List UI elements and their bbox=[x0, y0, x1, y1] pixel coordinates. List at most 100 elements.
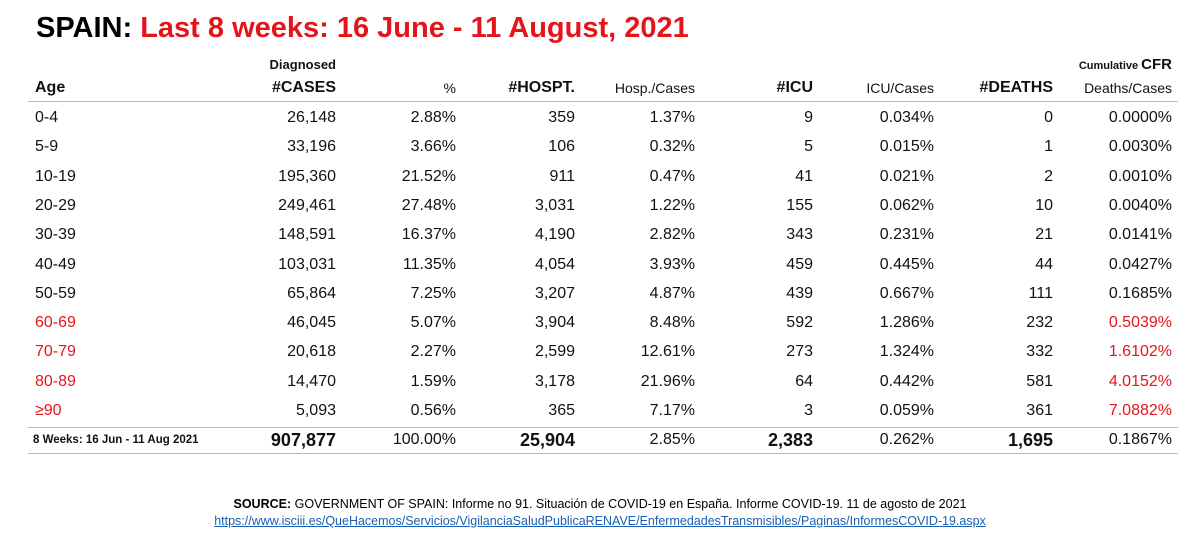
table-cell: 21 bbox=[1035, 226, 1053, 244]
table-cell: 1.59% bbox=[410, 372, 456, 390]
table-cell: 3,178 bbox=[534, 372, 575, 390]
table-cell: 26,148 bbox=[287, 109, 336, 126]
table-cell: 459 bbox=[786, 255, 813, 273]
total-rule bbox=[28, 453, 1178, 454]
total-cell: 100.00% bbox=[392, 431, 456, 448]
total-cell: 0.262% bbox=[879, 431, 934, 448]
table-cell: 33,196 bbox=[287, 138, 336, 156]
table-cell: 3 bbox=[804, 402, 813, 419]
table-cell: 111 bbox=[1028, 284, 1053, 302]
super-header-text: CFR bbox=[1141, 56, 1172, 73]
total-cell: 1,695 bbox=[1007, 430, 1053, 450]
table-cell: 3,031 bbox=[534, 196, 575, 214]
table-cell: 195,360 bbox=[278, 167, 336, 185]
table-cell: 27.48% bbox=[401, 196, 456, 214]
table-cell: 1.37% bbox=[649, 109, 695, 126]
table-cell: 1.324% bbox=[879, 343, 934, 361]
table-cell: 592 bbox=[786, 314, 813, 332]
table-cell: 106 bbox=[548, 138, 575, 156]
table-cell: 249,461 bbox=[278, 196, 336, 214]
column-header: ICU/Cases bbox=[866, 80, 934, 96]
table-cell: 3,904 bbox=[534, 314, 575, 332]
table-cell: 581 bbox=[1026, 372, 1053, 390]
table-cell: 0.021% bbox=[879, 167, 934, 185]
table-cell: 46,045 bbox=[287, 314, 336, 332]
table-cell: 12.61% bbox=[640, 343, 695, 361]
table-cell: 7.17% bbox=[649, 402, 695, 419]
table-cell: 20-29 bbox=[35, 196, 76, 214]
table-cell: 0.059% bbox=[879, 402, 934, 419]
total-cell: 0.1867% bbox=[1108, 431, 1172, 448]
table-cell: 155 bbox=[786, 196, 813, 214]
header-rule bbox=[28, 101, 1178, 102]
table-cell: 70-79 bbox=[35, 343, 76, 361]
table-cell: 14,470 bbox=[287, 372, 336, 390]
super-header: Diagnosed bbox=[269, 57, 336, 72]
table-cell: 0.5039% bbox=[1108, 314, 1172, 332]
table-cell: 5,093 bbox=[295, 402, 336, 419]
table-cell: 103,031 bbox=[278, 255, 336, 273]
table-cell: 0.0030% bbox=[1108, 138, 1172, 156]
table-cell: 5 bbox=[804, 138, 813, 156]
table-cell: 50-59 bbox=[35, 284, 76, 302]
table-cell: 0.1685% bbox=[1108, 284, 1172, 302]
table-cell: 5.07% bbox=[410, 314, 456, 332]
table-cell: 80-89 bbox=[35, 372, 76, 390]
table-cell: 21.96% bbox=[640, 372, 695, 390]
source: SOURCE: GOVERNMENT OF SPAIN: Informe no … bbox=[0, 496, 1200, 530]
title-text: Last 8 weeks: 16 June - 11 August, 2021 bbox=[140, 12, 689, 44]
table-cell: 5-9 bbox=[35, 138, 59, 156]
table-cell: 361 bbox=[1026, 402, 1053, 419]
table-cell: 1.286% bbox=[879, 314, 934, 332]
table-cell: 0.47% bbox=[649, 167, 695, 185]
table-cell: 65,864 bbox=[287, 284, 336, 302]
table-cell: 332 bbox=[1026, 343, 1053, 361]
table-cell: 0.034% bbox=[879, 109, 934, 126]
table-cell: 343 bbox=[786, 226, 813, 244]
table-cell: 0.56% bbox=[410, 402, 456, 419]
column-header: Age bbox=[35, 79, 66, 96]
total-cell: 8 Weeks: 16 Jun - 11 Aug 2021 bbox=[33, 434, 199, 446]
table-cell: 10-19 bbox=[35, 167, 76, 185]
source-link[interactable]: https://www.isciii.es/QueHacemos/Servici… bbox=[214, 514, 986, 528]
table-cell: 0.0040% bbox=[1108, 196, 1172, 214]
total-cell: 2,383 bbox=[767, 430, 813, 450]
table-cell: 3.66% bbox=[410, 138, 456, 156]
table-cell: 0.0000% bbox=[1108, 109, 1172, 126]
table-cell: 11.35% bbox=[402, 255, 456, 273]
super-header-text: Cumulative bbox=[1078, 60, 1139, 72]
table-cell: 4,054 bbox=[534, 255, 575, 273]
table-cell: 2.27% bbox=[410, 343, 456, 361]
table-cell: 7.25% bbox=[410, 284, 456, 302]
table-cell: 2.88% bbox=[410, 109, 456, 126]
table-cell: 2,599 bbox=[534, 343, 575, 361]
title-label: SPAIN: bbox=[36, 12, 133, 44]
table-cell: 64 bbox=[795, 372, 813, 390]
table-cell: 60-69 bbox=[35, 314, 76, 332]
table-cell: 0.231% bbox=[879, 226, 934, 244]
table-cell: 0.0427% bbox=[1108, 255, 1172, 273]
column-header: #ICU bbox=[776, 79, 813, 96]
table-cell: 0-4 bbox=[35, 109, 59, 126]
column-header: #DEATHS bbox=[979, 79, 1054, 96]
column-header: #HOSPT. bbox=[508, 79, 575, 96]
table-cell: 0 bbox=[1044, 109, 1053, 126]
table-cell: 439 bbox=[786, 284, 813, 302]
table-cell: ≥90 bbox=[35, 402, 62, 419]
table-cell: 8.48% bbox=[649, 314, 695, 332]
table-cell: 2 bbox=[1044, 167, 1053, 185]
table-cell: 273 bbox=[786, 343, 813, 361]
source-line: https://www.isciii.es/QueHacemos/Servici… bbox=[0, 513, 1200, 530]
table-cell: 21.52% bbox=[401, 167, 456, 185]
total-cell: 2.85% bbox=[649, 431, 695, 448]
table-cell: 20,618 bbox=[287, 343, 336, 361]
table-cell: 3.93% bbox=[649, 255, 695, 273]
table-cell: 911 bbox=[549, 167, 575, 185]
total-rule bbox=[28, 427, 1178, 428]
column-header: Deaths/Cases bbox=[1084, 80, 1172, 96]
table-cell: 4.0152% bbox=[1108, 372, 1172, 390]
table-cell: 365 bbox=[548, 402, 575, 419]
source-line: SOURCE: GOVERNMENT OF SPAIN: Informe no … bbox=[0, 496, 1200, 513]
title: SPAIN: Last 8 weeks: 16 June - 11 August… bbox=[36, 12, 689, 45]
